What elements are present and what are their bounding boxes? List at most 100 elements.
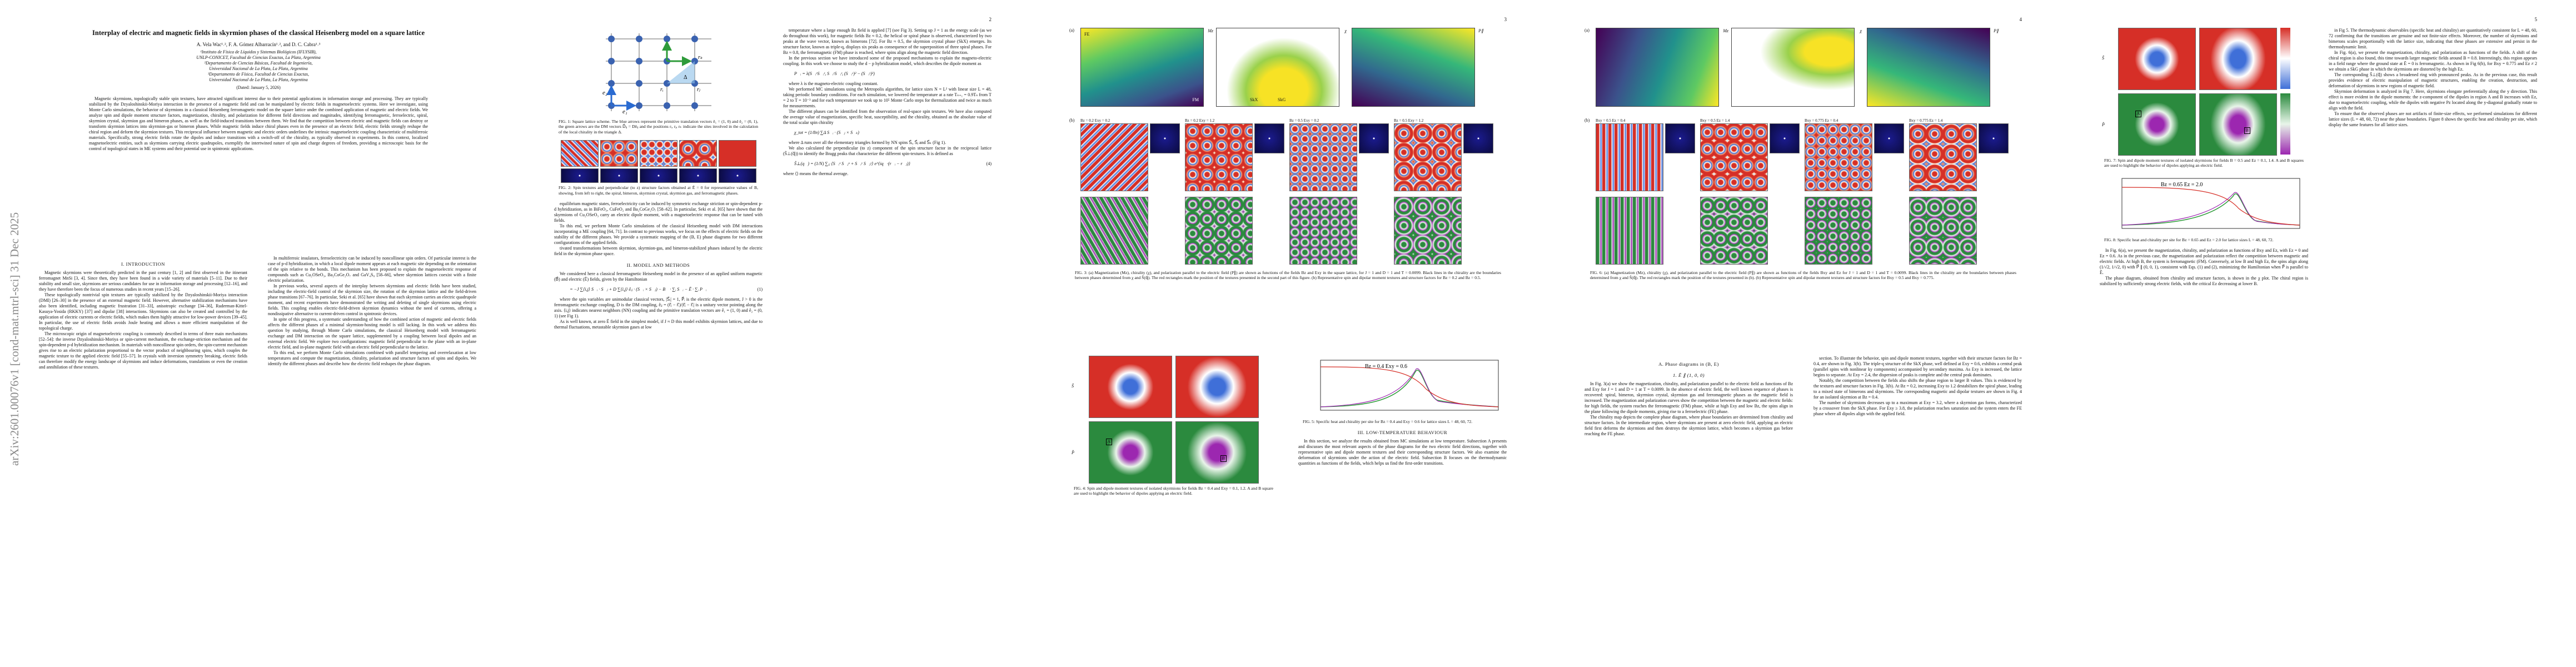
texture-cell: Bxy = 0.5 Ez = 1.4 bbox=[1700, 118, 1800, 191]
paragraph: tivated transformations between skyrmion… bbox=[554, 246, 763, 257]
region-label: A bbox=[2135, 111, 2142, 117]
page-number: 2 bbox=[989, 17, 992, 22]
dipole-texture bbox=[1394, 197, 1462, 265]
structure-factor bbox=[718, 168, 756, 183]
panel-label: Ŝ bbox=[2102, 56, 2104, 61]
panel-title: Bxy = 0.5 Ez = 0.4 bbox=[1596, 118, 1626, 123]
figure-4: Ŝ P̂ A B bbox=[1069, 356, 1278, 484]
columns: I. INTRODUCTION Magnetic skyrmions were … bbox=[39, 256, 476, 656]
paragraph: We also calculated the perpendicular (to… bbox=[783, 146, 991, 156]
lattice-figure: e₂ e₁ rᵢ rⱼ rₖ Δ bbox=[602, 33, 711, 115]
phase-label: FE bbox=[1084, 32, 1090, 37]
paragraph: Notably, the competition between the fie… bbox=[1813, 378, 2022, 400]
paragraph: The number of skyrmions decreases up to … bbox=[1813, 400, 2022, 416]
structure-factor bbox=[639, 168, 677, 183]
texture bbox=[600, 140, 638, 167]
texture-strip bbox=[554, 140, 763, 167]
texture-cell: Bxy = 0.775 Ez = 0.4 bbox=[1805, 118, 1905, 191]
paragraph: In multiferroic insulators, ferroelectri… bbox=[268, 256, 476, 283]
paragraph: In previous works, several aspects of th… bbox=[268, 283, 476, 316]
panel-title: Bxy = 0.775 Ez = 1.4 bbox=[1909, 118, 1943, 123]
affiliations: ¹Instituto de Física de Líquidos y Siste… bbox=[67, 49, 450, 83]
paragraphs: equilibrium magnetic states, ferroelectr… bbox=[554, 201, 763, 246]
figure-3: (a) Mz FE FM χ SkX SkG P∥ (b) Bz = 0.2 E… bbox=[1069, 28, 1507, 286]
panel-label: (a) bbox=[1069, 28, 1074, 33]
texture bbox=[1596, 123, 1663, 191]
columns: Ŝ P̂ A B FIG. 7: Spin and dipole moment … bbox=[2100, 28, 2537, 650]
texture bbox=[679, 140, 717, 167]
column: e₂ e₁ rᵢ rⱼ rₖ Δ FIG. 1: Square lattice … bbox=[554, 28, 763, 650]
abstract: Magnetic skyrmions, topologically stable… bbox=[89, 96, 428, 151]
section-heading: I. INTRODUCTION bbox=[121, 261, 165, 267]
date: (Dated: January 5, 2026) bbox=[236, 85, 281, 90]
texture bbox=[639, 140, 677, 167]
dipole-texture: B bbox=[1175, 421, 1259, 484]
label: rᵢ bbox=[660, 87, 664, 93]
paragraphs: temperature where a large enough Bz fiel… bbox=[783, 28, 991, 67]
structure-factor bbox=[1979, 123, 2009, 153]
equation: P⃗ᵢ = λ(S⃗ᵢˣS⃗ᵢᶻ, S⃗ᵢʸS⃗ᵢᶻ, (S⃗ᵢˣ)² − (S… bbox=[794, 71, 991, 77]
panel-title: Bz = 0.2 Exy = 0.2 bbox=[1080, 118, 1110, 123]
paragraphs: tivated transformations between skyrmion… bbox=[554, 246, 763, 257]
page-number: 4 bbox=[2019, 17, 2022, 22]
texture bbox=[1080, 123, 1148, 191]
structure-factor-strip bbox=[554, 168, 763, 183]
paragraph: As is well known, at zero Ē field in the… bbox=[554, 319, 763, 330]
structure-factor bbox=[1254, 123, 1284, 153]
paragraph: In Fig. 6(a), we present the magnetizati… bbox=[2100, 248, 2308, 276]
texture-rows: Bxy = 0.5 Ez = 0.4 Bxy = 0.5 Ez = 1.4 Bx… bbox=[1596, 118, 2022, 265]
paragraph: The microscopic origin of magnetoelectri… bbox=[39, 331, 247, 370]
phase-label: FM bbox=[1192, 97, 1199, 102]
paragraph: To this end, we perform Monte Carlo simu… bbox=[554, 223, 763, 246]
phase-diagrams: (a) Mz FE FM χ SkX SkG P∥ bbox=[1069, 28, 1507, 111]
paragraph: In Fig. 3(a) we show the magnetization, … bbox=[1585, 381, 1793, 414]
paragraph: where λ is the magneto-electric coupling… bbox=[789, 81, 878, 86]
column: section. To illustrate the behavior, spi… bbox=[1813, 356, 2022, 650]
page-number: 3 bbox=[1504, 17, 1507, 22]
label: rⱼ bbox=[697, 87, 701, 93]
region-label: A bbox=[1105, 439, 1113, 445]
phase-panel: χ SkX SkG bbox=[1216, 28, 1347, 107]
phase-panel: P∥ bbox=[1867, 28, 1999, 107]
structure-factor bbox=[1463, 123, 1493, 153]
dipole-texture: A bbox=[2117, 93, 2196, 156]
texture bbox=[1175, 356, 1259, 418]
paragraph: section. To illustrate the behavior, spi… bbox=[1813, 356, 2022, 377]
label: rₖ bbox=[698, 54, 703, 61]
structure-factor bbox=[1770, 123, 1800, 153]
texture-cell: Bxy = 0.775 Ez = 1.4 bbox=[1909, 118, 2009, 191]
structure-factor bbox=[679, 168, 717, 183]
texture-grid: (b) Bxy = 0.5 Ez = 0.4 Bxy = 0.5 Ez = 1.… bbox=[1585, 118, 2022, 265]
dipole-texture: B bbox=[2199, 93, 2277, 156]
phase-panel: χ bbox=[1731, 28, 1862, 107]
dipole-texture bbox=[1596, 197, 1663, 265]
equation-body: χ_tot = (1/8π) ∑Δ S⃗ᵢ · (S⃗ⱼ × S⃗ₖ) bbox=[794, 130, 859, 135]
paragraph: where Δ runs over all the elementary tri… bbox=[789, 140, 946, 145]
panel-label: χ bbox=[1860, 28, 1862, 33]
texture-cell: Bz = 0.2 Exy = 0.2 bbox=[1080, 118, 1180, 191]
column: A. Phase diagrams in (B, E) 1. Ē ∥ (1, 0… bbox=[1585, 356, 1793, 650]
texture bbox=[1289, 123, 1357, 191]
plot-label: Bz = 0.4 Exy = 0.6 bbox=[1365, 364, 1407, 370]
panel-label: P∥ bbox=[1994, 28, 1999, 33]
paragraph: In this section, we analyze the results … bbox=[1298, 439, 1507, 466]
skyrmion-grid: A B bbox=[1088, 356, 1259, 484]
texture bbox=[718, 140, 756, 167]
paragraph: Magnetic skyrmions were theoretically pr… bbox=[39, 270, 247, 292]
columns: Ŝ P̂ A B FIG. 4: Spin and dipole moment … bbox=[1069, 356, 1507, 650]
paragraph: In Fig. 6(a), we present the magnetizati… bbox=[2329, 50, 2537, 72]
texture-grid: (b) Bz = 0.2 Exy = 0.2 Bz = 0.2 Exy = 1.… bbox=[1069, 118, 1507, 265]
paragraph: The different phases can be identified f… bbox=[783, 109, 991, 125]
panel-title: Bxy = 0.5 Ez = 1.4 bbox=[1700, 118, 1730, 123]
text-line: UNLP-CONICET, Facultad de Ciencias Exact… bbox=[196, 55, 321, 60]
paragraph: equilibrium magnetic states, ferroelectr… bbox=[554, 201, 763, 223]
column: temperature where a large enough Bz fiel… bbox=[783, 28, 991, 650]
paragraph: To ensure that the observed phases are n… bbox=[2329, 111, 2537, 127]
columns: A. Phase diagrams in (B, E) 1. Ē ∥ (1, 0… bbox=[1585, 356, 2022, 650]
panel-label: (a) bbox=[1585, 28, 1590, 33]
panel-label: Ŝ bbox=[1072, 384, 1074, 389]
figure-7: Ŝ P̂ A B bbox=[2100, 28, 2308, 156]
title: Interplay of electric and magnetic field… bbox=[92, 29, 425, 37]
paragraphs: where λ is the magneto-electric coupling… bbox=[783, 81, 991, 126]
page: 2 e₂ bbox=[515, 0, 1030, 667]
